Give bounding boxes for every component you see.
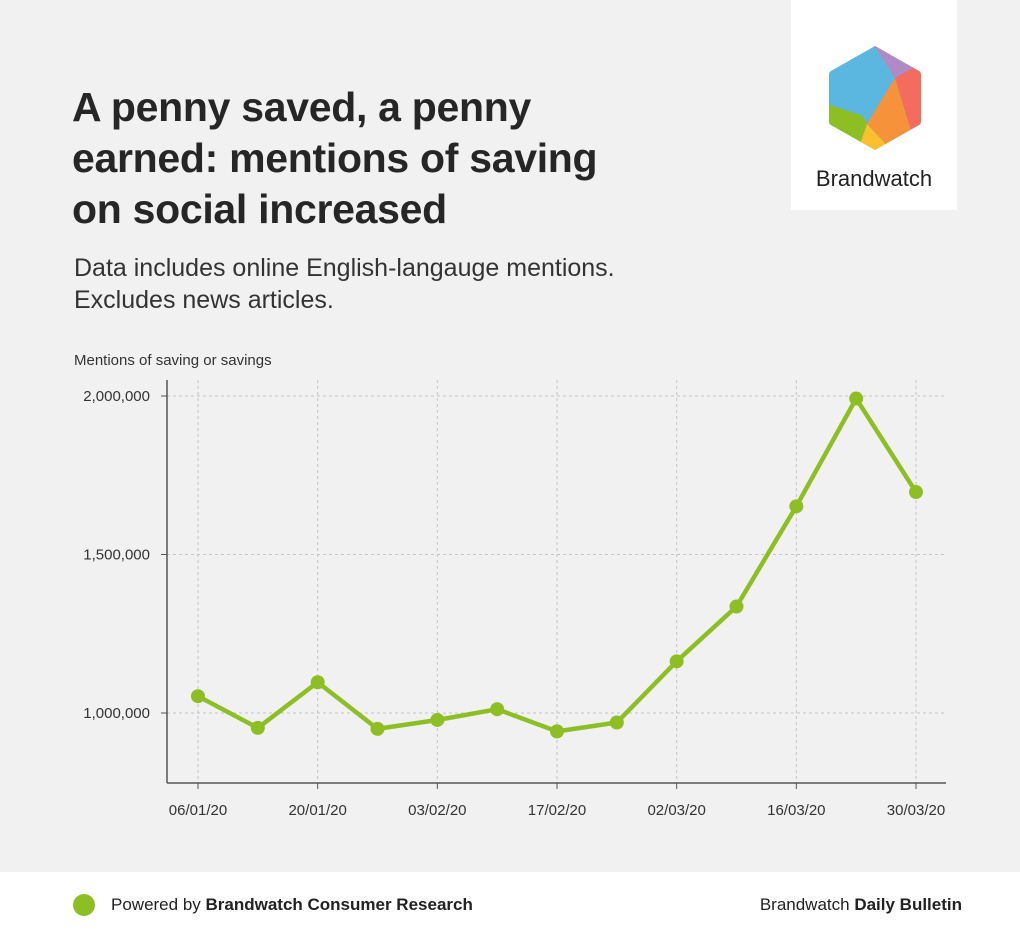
data-point <box>430 712 445 727</box>
footer: Powered by Brandwatch Consumer Research … <box>0 872 1020 943</box>
x-tick-label: 03/02/20 <box>408 802 466 819</box>
line-chart: Mentions of saving or savings 1,000,000 1,… <box>74 352 946 819</box>
y-axis-label: Mentions of saving or savings <box>74 352 272 369</box>
brandwatch-hexagon-icon <box>829 46 921 150</box>
y-tick-label: 1,500,000 <box>83 547 150 564</box>
powered-by-text: Powered by Brandwatch Consumer Research <box>111 895 473 915</box>
x-tick-label: 20/01/20 <box>288 802 346 819</box>
y-tick-label: 1,000,000 <box>83 705 150 722</box>
data-point <box>669 654 684 669</box>
data-point <box>729 599 744 614</box>
data-point <box>789 499 804 514</box>
daily-bulletin-credit: Brandwatch Daily Bulletin <box>760 895 962 915</box>
data-point <box>550 724 564 739</box>
data-point <box>370 721 385 736</box>
brandwatch-logo-card: Brandwatch <box>791 0 957 210</box>
chart-subtitle: Data includes online English-langauge me… <box>74 254 615 314</box>
data-point <box>310 675 325 690</box>
x-tick-label: 02/03/20 <box>647 802 705 819</box>
data-point <box>609 715 624 730</box>
credit-bold: Daily Bulletin <box>854 895 962 914</box>
powered-by-prefix: Powered by <box>111 895 206 914</box>
credit-prefix: Brandwatch <box>759 895 855 914</box>
x-tick-label: 06/01/20 <box>169 802 227 819</box>
powered-by-brand: Brandwatch Consumer Research <box>205 895 473 914</box>
data-point <box>849 391 864 406</box>
data-point <box>490 702 505 717</box>
chart-title: A penny saved, a penny earned: mentions … <box>72 84 598 232</box>
data-point <box>250 720 265 735</box>
y-tick-label: 2,000,000 <box>83 388 150 405</box>
x-tick-label: 16/03/20 <box>767 802 825 819</box>
brandwatch-wordmark: Brandwatch <box>815 166 933 191</box>
data-point <box>191 689 205 704</box>
x-tick-label: 30/03/20 <box>887 802 945 819</box>
data-point <box>909 485 923 500</box>
legend-dot-icon <box>73 894 95 916</box>
x-tick-label: 17/02/20 <box>528 802 586 819</box>
